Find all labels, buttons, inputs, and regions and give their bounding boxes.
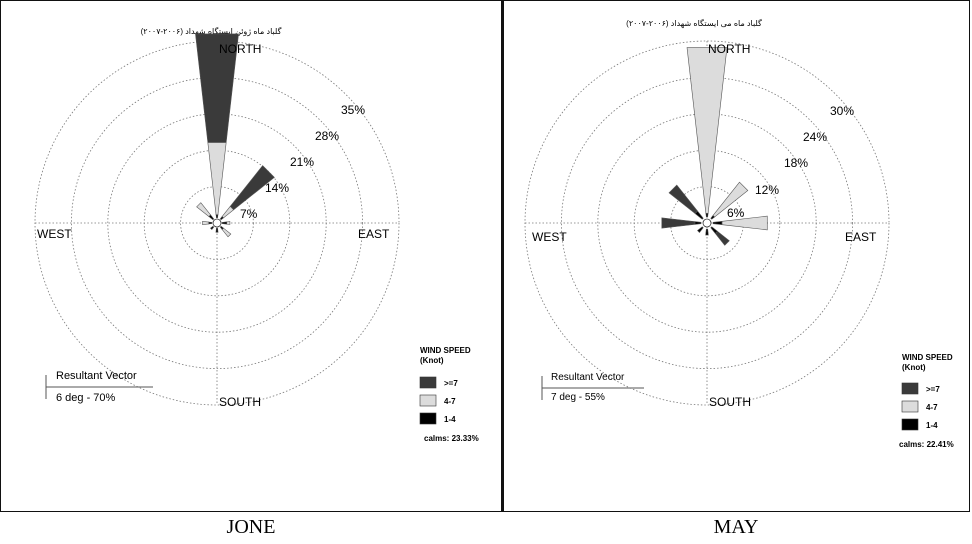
- resultant-vector: Resultant Vector 6 deg - 70%: [45, 370, 153, 404]
- calm-center: [212, 218, 222, 228]
- ring-label-5: 30%: [830, 104, 854, 118]
- petal-225-seg-0: [210, 225, 215, 230]
- calm-center: [702, 218, 712, 228]
- petal-0-seg-0: [705, 213, 709, 218]
- ring-4: [70, 76, 364, 370]
- petal-270-seg-2: [661, 217, 696, 229]
- petal-135-seg-1: [221, 227, 232, 238]
- legend-swatch-3: [419, 412, 437, 425]
- petal-0-seg-1: [207, 142, 227, 216]
- petal-270-seg-0: [208, 221, 213, 225]
- east-label: EAST: [845, 230, 877, 244]
- petal-0-seg-0: [215, 214, 219, 219]
- wind-rose-panel-may: گلباد ماه می ایستگاه شهداد (۲۰۰۶-۲۰۰۷) N…: [502, 0, 970, 512]
- ring-label-3: 18%: [784, 156, 808, 170]
- petal-45-seg-2: [229, 165, 275, 211]
- south-label: SOUTH: [219, 395, 261, 409]
- legend-unit: (Knot): [902, 363, 926, 372]
- legend-label-2: 4-7: [444, 397, 456, 406]
- chart-title: گلباد ماه ژوئن ایستگاه شهداد (۲۰۰۶-۲۰۰۷): [141, 26, 282, 36]
- petal-135-seg-2: [714, 230, 730, 246]
- ring-label-4: 24%: [803, 130, 827, 144]
- petal-180-seg-0: [705, 228, 709, 236]
- ring-label-1: 6%: [727, 206, 745, 220]
- resultant-vector: Resultant Vector 7 deg - 55%: [541, 372, 644, 403]
- legend-swatch-1: [419, 376, 437, 389]
- petal-0-seg-1: [686, 47, 728, 214]
- calms-label: calms: 22.41%: [899, 440, 954, 449]
- north-label: NORTH: [708, 42, 750, 56]
- petal-90-seg-1: [721, 215, 768, 231]
- wind-rose-panel-june: گلباد ماه ژوئن ایستگاه شهداد (۲۰۰۶-۲۰۰۷)…: [0, 0, 502, 512]
- west-label: WEST: [532, 230, 567, 244]
- petal-315-seg-2: [668, 184, 698, 214]
- legend-title: WIND SPEED: [420, 346, 471, 355]
- west-label: WEST: [37, 227, 72, 241]
- wind-rose-chart-june: گلباد ماه ژوئن ایستگاه شهداد (۲۰۰۶-۲۰۰۷)…: [34, 26, 479, 443]
- petal-90-seg-0: [712, 220, 723, 226]
- ring-label-2: 14%: [265, 181, 289, 195]
- legend-label-1: >=7: [926, 385, 940, 394]
- resultant-vector-label: Resultant Vector: [551, 372, 625, 383]
- legend-swatch-2: [901, 400, 919, 413]
- legend: WIND SPEED (Knot) >=7 4-7 1-4 calms: 23.33…: [419, 346, 479, 443]
- wind-rose-chart-may: گلباد ماه می ایستگاه شهداد (۲۰۰۶-۲۰۰۷) N…: [524, 18, 954, 449]
- calms-label: calms: 23.33%: [424, 434, 479, 443]
- panel-caption-june: JONE: [226, 516, 276, 538]
- legend-label-3: 1-4: [444, 415, 456, 424]
- legend: WIND SPEED (Knot) >=7 4-7 1-4 calms: 22.41…: [899, 353, 954, 449]
- legend-swatch-3: [901, 418, 919, 431]
- ring-label-3: 21%: [290, 155, 314, 169]
- petal-0-seg-2: [195, 33, 239, 143]
- ring-4: [560, 76, 854, 370]
- legend-label-1: >=7: [444, 379, 458, 388]
- panel-caption-may: MAY: [713, 516, 759, 538]
- legend-unit: (Knot): [420, 356, 444, 365]
- petal-270-seg-0: [694, 221, 702, 225]
- petal-225-seg-0: [697, 226, 704, 233]
- chart-title: گلباد ماه می ایستگاه شهداد (۲۰۰۶-۲۰۰۷): [626, 18, 762, 28]
- legend-label-3: 1-4: [926, 421, 938, 430]
- legend-swatch-1: [901, 382, 919, 395]
- petal-45-seg-1: [712, 181, 749, 218]
- legend-label-2: 4-7: [926, 403, 938, 412]
- legend-swatch-2: [419, 394, 437, 407]
- ring-label-5: 35%: [341, 103, 365, 117]
- petal-270-seg-1: [202, 221, 210, 225]
- petal-180-seg-0: [215, 227, 219, 233]
- ring-label-4: 28%: [315, 129, 339, 143]
- petal-90-seg-1: [226, 221, 231, 225]
- ring-label-1: 7%: [240, 207, 258, 221]
- south-label: SOUTH: [709, 395, 751, 409]
- north-label: NORTH: [219, 42, 261, 56]
- resultant-vector-value: 6 deg - 70%: [56, 392, 116, 404]
- legend-title: WIND SPEED: [902, 353, 953, 362]
- resultant-vector-value: 7 deg - 55%: [551, 392, 605, 403]
- resultant-vector-label: Resultant Vector: [56, 370, 137, 382]
- ring-label-2: 12%: [755, 183, 779, 197]
- petal-90-seg-0: [221, 221, 228, 225]
- east-label: EAST: [358, 227, 390, 241]
- petal-315-seg-1: [196, 202, 211, 217]
